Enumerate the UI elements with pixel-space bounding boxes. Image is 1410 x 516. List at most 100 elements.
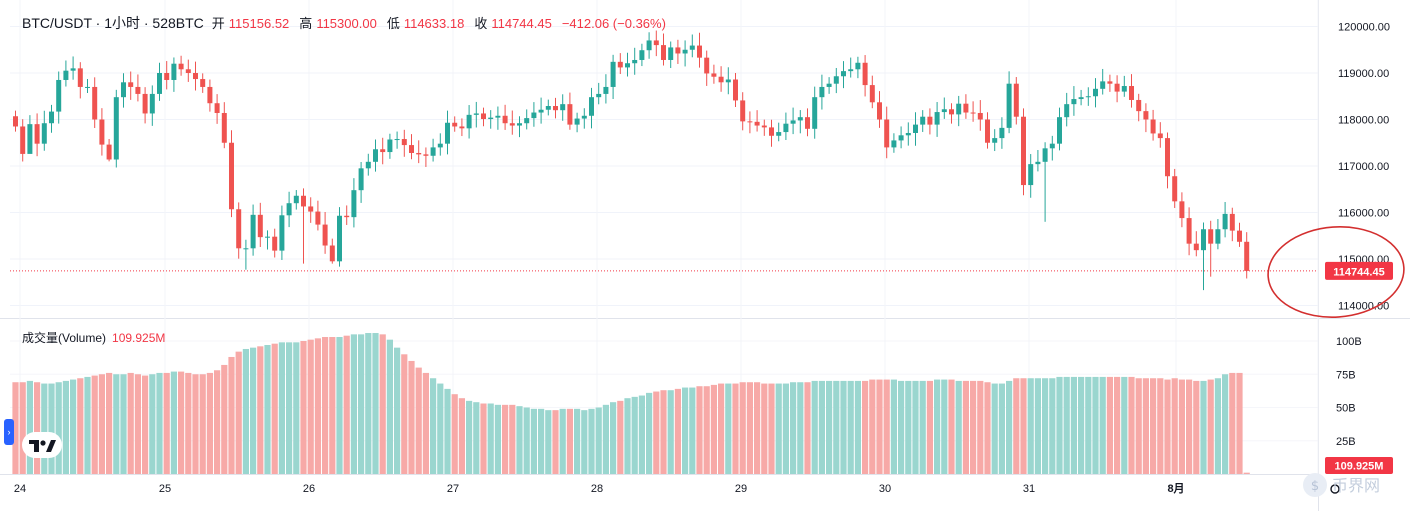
candle[interactable] — [617, 61, 623, 68]
volume-bar[interactable] — [192, 374, 199, 474]
volume-bar[interactable] — [336, 337, 343, 474]
candle[interactable] — [351, 190, 357, 218]
candle[interactable] — [848, 69, 854, 72]
candle[interactable] — [1057, 117, 1062, 144]
volume-bar[interactable] — [437, 383, 444, 474]
candle[interactable] — [337, 215, 342, 262]
candle[interactable] — [409, 145, 414, 153]
volume-bar[interactable] — [300, 341, 307, 474]
candle[interactable] — [682, 49, 688, 54]
volume-bar[interactable] — [566, 408, 573, 474]
candle[interactable] — [221, 112, 227, 143]
candle[interactable] — [1107, 81, 1113, 84]
candle[interactable] — [1222, 213, 1228, 230]
volume-bar[interactable] — [682, 387, 689, 474]
candle[interactable] — [257, 214, 263, 238]
volume-bar[interactable] — [84, 376, 91, 474]
volume-bar[interactable] — [494, 404, 501, 474]
candle[interactable] — [1114, 83, 1120, 92]
candle[interactable] — [646, 40, 652, 51]
candle[interactable] — [725, 79, 731, 83]
candle[interactable] — [812, 97, 818, 129]
volume-bar[interactable] — [811, 380, 818, 474]
volume-bar[interactable] — [127, 372, 134, 474]
volume-bar[interactable] — [653, 391, 660, 474]
volume-bar[interactable] — [509, 404, 516, 474]
volume-bar[interactable] — [1222, 374, 1229, 474]
volume-bar[interactable] — [235, 351, 242, 474]
candle[interactable] — [639, 50, 645, 60]
tradingview-logo-icon[interactable] — [22, 432, 62, 458]
candle[interactable] — [77, 68, 83, 87]
volume-bar[interactable] — [998, 383, 1005, 474]
candle[interactable] — [1186, 218, 1192, 244]
volume-bar[interactable] — [948, 379, 955, 474]
candle[interactable] — [754, 121, 760, 126]
candle[interactable] — [106, 144, 112, 160]
volume-label[interactable]: 成交量(Volume) — [22, 331, 107, 345]
volume-bar[interactable] — [77, 378, 84, 474]
candle[interactable] — [531, 112, 537, 119]
volume-bar[interactable] — [271, 343, 278, 474]
volume-bar[interactable] — [365, 333, 372, 474]
volume-bar[interactable] — [98, 374, 105, 474]
volume-bar[interactable] — [977, 380, 984, 474]
candle[interactable] — [1085, 96, 1091, 98]
candle[interactable] — [524, 118, 530, 124]
volume-bar[interactable] — [487, 403, 494, 474]
candle[interactable] — [142, 93, 148, 114]
volume-bar[interactable] — [278, 342, 285, 474]
candle[interactable] — [1042, 148, 1048, 162]
volume-bar[interactable] — [473, 402, 480, 474]
candle[interactable] — [1237, 230, 1242, 242]
candle[interactable] — [949, 109, 954, 115]
candle[interactable] — [1229, 213, 1235, 231]
candle[interactable] — [833, 76, 839, 84]
volume-bar[interactable] — [883, 379, 890, 474]
volume-bar[interactable] — [869, 379, 876, 474]
volume-bar[interactable] — [228, 356, 235, 474]
candle[interactable] — [517, 123, 522, 126]
volume-bar[interactable] — [545, 410, 552, 474]
volume-bar[interactable] — [350, 334, 357, 474]
candle[interactable] — [387, 139, 393, 153]
volume-bar[interactable] — [782, 383, 789, 474]
volume-bar[interactable] — [725, 383, 732, 474]
candle[interactable] — [452, 122, 458, 127]
candle[interactable] — [365, 161, 371, 169]
candle[interactable] — [171, 63, 177, 80]
volume-bar[interactable] — [1128, 376, 1135, 474]
candle[interactable] — [999, 127, 1005, 139]
volume-bar[interactable] — [898, 380, 905, 474]
volume-bar[interactable] — [1150, 378, 1157, 474]
volume-bar[interactable] — [595, 407, 602, 475]
candle[interactable] — [70, 68, 76, 71]
volume-bar[interactable] — [451, 394, 458, 474]
candle[interactable] — [545, 106, 551, 110]
volume-bar[interactable] — [1171, 378, 1178, 474]
candle[interactable] — [401, 139, 407, 146]
volume-bar[interactable] — [1106, 376, 1113, 474]
volume-bar[interactable] — [1056, 376, 1063, 474]
candle[interactable] — [416, 152, 422, 155]
volume-bar[interactable] — [602, 404, 609, 474]
candle[interactable] — [689, 45, 695, 50]
candle[interactable] — [63, 70, 69, 80]
candle[interactable] — [34, 124, 40, 144]
volume-bar[interactable] — [1049, 378, 1056, 474]
candle[interactable] — [20, 126, 26, 154]
candle[interactable] — [27, 124, 33, 154]
volume-bar[interactable] — [660, 390, 667, 474]
candle[interactable] — [718, 76, 724, 83]
candle[interactable] — [1165, 138, 1170, 177]
candle[interactable] — [99, 119, 105, 145]
candle[interactable] — [1071, 99, 1077, 105]
volume-bar[interactable] — [70, 379, 77, 474]
volume-bar[interactable] — [444, 388, 451, 474]
volume-bar[interactable] — [1243, 472, 1250, 474]
volume-bar[interactable] — [1142, 378, 1149, 474]
volume-bar[interactable] — [41, 383, 48, 474]
candle[interactable] — [1143, 111, 1149, 120]
volume-bar[interactable] — [1200, 380, 1207, 474]
